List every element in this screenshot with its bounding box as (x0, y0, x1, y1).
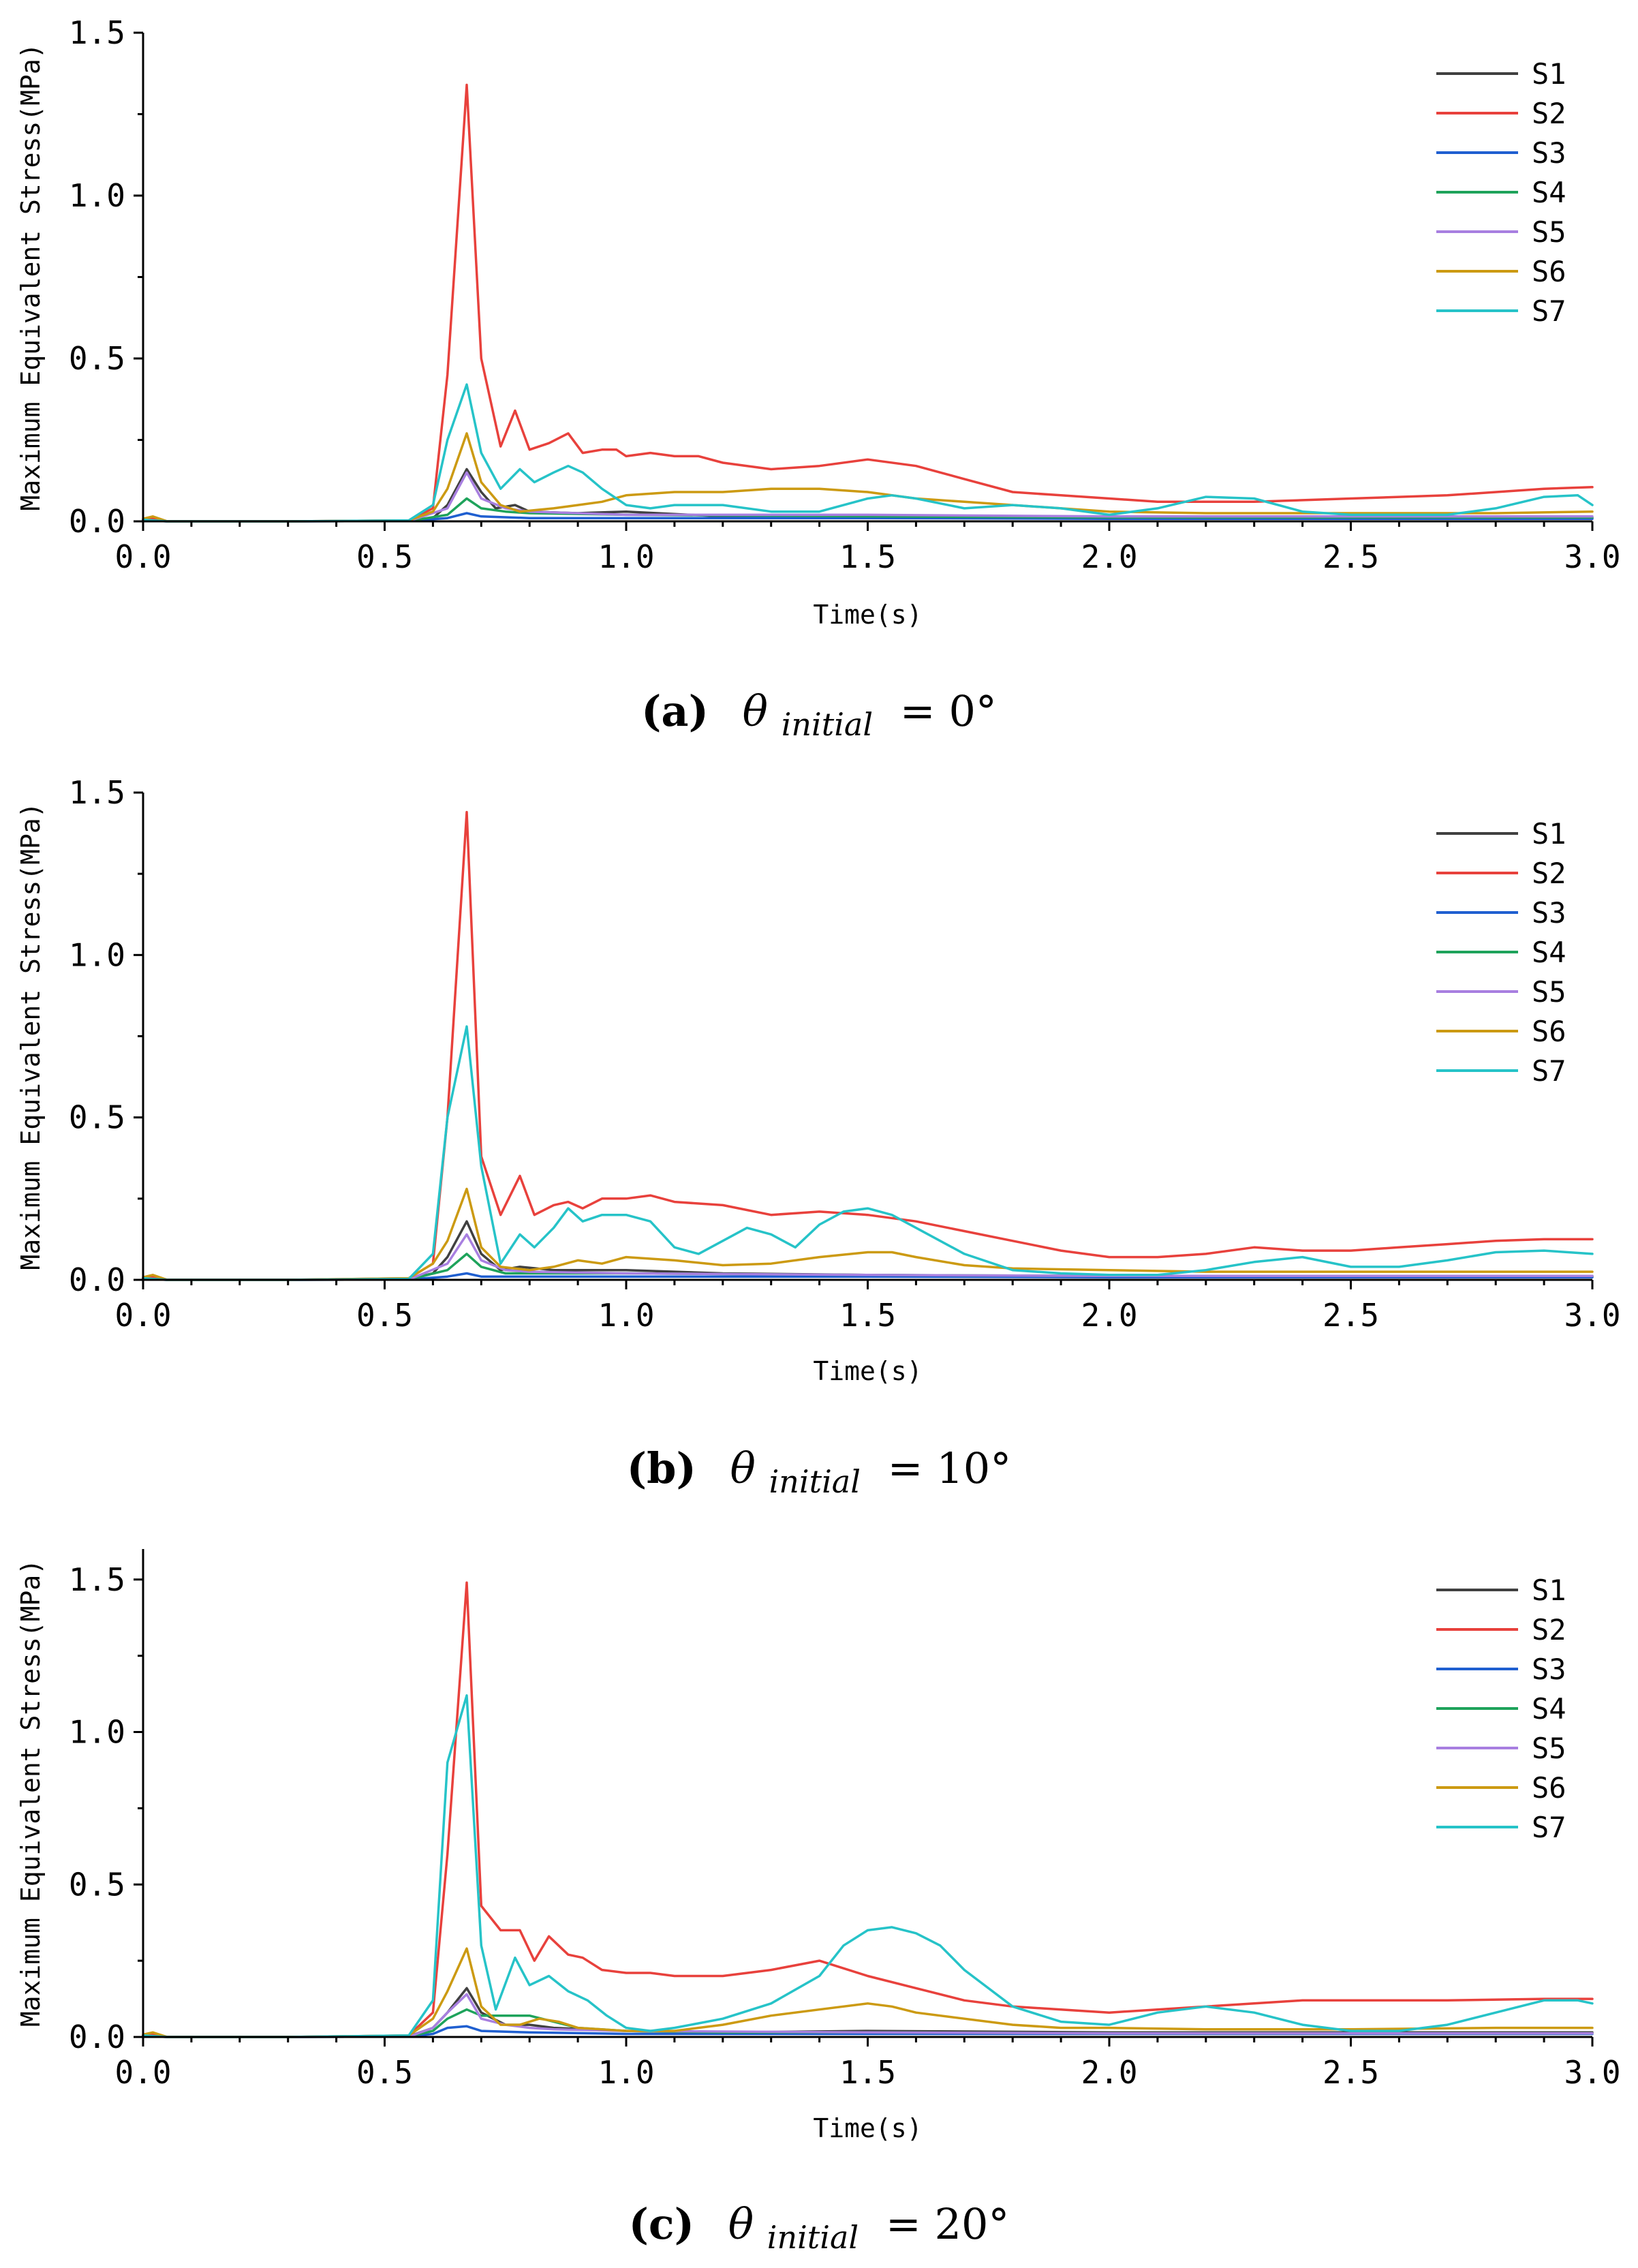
legend-label-s7: S7 (1532, 294, 1566, 328)
y-axis-title: Maximum Equivalent Stress(MPa) (16, 802, 46, 1270)
legend-label-s1: S1 (1532, 817, 1566, 850)
legend-label-s1: S1 (1532, 57, 1566, 91)
x-tick-label: 1.0 (598, 1297, 654, 1334)
y-tick-label: 0.5 (69, 1866, 125, 1903)
x-axis-title: Time(s) (813, 1356, 922, 1386)
caption-subscript: initial (767, 2219, 859, 2256)
x-tick-label: 3.0 (1564, 1297, 1620, 1334)
x-axis-title: Time(s) (813, 2113, 922, 2143)
legend-label-s7: S7 (1532, 1811, 1566, 1844)
series-line-s6 (142, 1947, 1594, 2038)
caption-theta: θ (730, 1443, 756, 1493)
plot-area-c: 0.0 0.5 1.0 1.5 2.0 2.5 3.0 0.0 0.5 1.0 1.5 Time(s)… (16, 1549, 1621, 2143)
legend-label-s2: S2 (1532, 857, 1566, 890)
caption-theta: θ (743, 686, 768, 736)
series-line-s7 (142, 1694, 1594, 2038)
series-line-s7 (142, 383, 1594, 523)
legend-label-s6: S6 (1532, 255, 1566, 288)
caption-b: (b) θ initial = 10° (627, 1443, 1011, 1503)
y-tick-label: 0.0 (69, 2019, 125, 2055)
series-line-s6 (142, 432, 1594, 523)
x-tick-label: 0.5 (356, 538, 413, 575)
caption-letter: (a) (641, 686, 709, 736)
caption-c: (c) θ initial = 20° (629, 2199, 1010, 2258)
y-tick-label: 0.5 (69, 1099, 125, 1136)
legend-label-s4: S4 (1532, 1692, 1566, 1726)
legend-label-s6: S6 (1532, 1771, 1566, 1805)
x-tick-label: 1.0 (598, 538, 654, 575)
chart-panel-a: 0.0 0.5 1.0 1.5 2.0 2.5 3.0 0.0 0.5 1.0 1.5 Time(s)… (16, 14, 1621, 746)
caption-value: = 0° (900, 686, 997, 736)
y-tick-label: 1.0 (69, 1714, 125, 1751)
caption-value: = 20° (886, 2199, 1010, 2249)
series-line-s7 (142, 1025, 1594, 1281)
legend-label-s6: S6 (1532, 1015, 1566, 1048)
legend-label-s2: S2 (1532, 1613, 1566, 1646)
legend-label-s5: S5 (1532, 215, 1566, 249)
x-tick-label: 2.5 (1323, 538, 1379, 575)
plot-area-a: 0.0 0.5 1.0 1.5 2.0 2.5 3.0 0.0 0.5 1.0 1.5 Time(s)… (16, 14, 1621, 630)
chart-panel-c: 0.0 0.5 1.0 1.5 2.0 2.5 3.0 0.0 0.5 1.0 1.5 Time(s)… (16, 1549, 1621, 2258)
legend-label-s4: S4 (1532, 176, 1566, 209)
x-tick-label: 0.5 (356, 2054, 413, 2091)
series-line-s2 (142, 83, 1594, 523)
x-tick-label: 0.0 (114, 2054, 171, 2091)
caption-letter: (b) (627, 1443, 696, 1493)
y-axis-title: Maximum Equivalent Stress(MPa) (16, 43, 46, 510)
legend-label-s7: S7 (1532, 1054, 1566, 1088)
svg-text:(b) θ initial: (b) θ initial = 10° (627, 1443, 1011, 1503)
x-tick-label: 1.5 (839, 1297, 896, 1334)
legend-label-s5: S5 (1532, 1732, 1566, 1765)
x-tick-label: 0.5 (356, 1297, 413, 1334)
y-axis-title: Maximum Equivalent Stress(MPa) (16, 1559, 46, 2027)
legend-label-s3: S3 (1532, 136, 1566, 170)
y-tick-label: 0.5 (69, 340, 125, 377)
x-tick-label: 2.0 (1081, 1297, 1137, 1334)
legend-label-s4: S4 (1532, 936, 1566, 969)
series-line-s2 (142, 810, 1594, 1281)
x-tick-label: 2.0 (1081, 538, 1137, 575)
x-tick-label: 1.5 (839, 538, 896, 575)
x-tick-label: 1.0 (598, 2054, 654, 2091)
y-tick-label: 1.5 (69, 14, 125, 51)
svg-text:(a) θ initial: (a) θ initial = 0° (641, 686, 997, 746)
caption-subscript: initial (782, 706, 873, 743)
legend-label-s2: S2 (1532, 97, 1566, 130)
legend-b: S1 S2 S3 S4 S5 S6 S7 (1436, 817, 1566, 1088)
legend-label-s5: S5 (1532, 975, 1566, 1009)
series-line-s5 (142, 1233, 1594, 1281)
plot-area-b: 0.0 0.5 1.0 1.5 2.0 2.5 3.0 0.0 0.5 1.0 1.5 Time(s)… (16, 774, 1621, 1386)
caption-value: = 10° (888, 1443, 1012, 1493)
x-tick-label: 2.5 (1323, 2054, 1379, 2091)
y-tick-label: 1.5 (69, 774, 125, 811)
series-line-s6 (142, 1187, 1594, 1281)
y-tick-label: 1.0 (69, 936, 125, 973)
x-tick-label: 0.0 (114, 1297, 171, 1334)
svg-text:(c) θ initial: (c) θ initial = 20° (629, 2199, 1010, 2258)
legend-label-s3: S3 (1532, 896, 1566, 930)
legend-a: S1 S2 S3 S4 S5 S6 S7 (1436, 57, 1566, 328)
caption-subscript: initial (769, 1463, 861, 1500)
y-tick-label: 1.0 (69, 177, 125, 214)
x-tick-label: 0.0 (114, 538, 171, 575)
x-tick-label: 2.0 (1081, 2054, 1137, 2091)
caption-theta: θ (728, 2199, 754, 2249)
y-tick-label: 0.0 (69, 503, 125, 540)
chart-panel-b: 0.0 0.5 1.0 1.5 2.0 2.5 3.0 0.0 0.5 1.0 1.5 Time(s)… (16, 774, 1621, 1503)
series-line-s2 (142, 1581, 1594, 2038)
caption-a: (a) θ initial = 0° (641, 686, 997, 746)
legend-c: S1 S2 S3 S4 S5 S6 S7 (1436, 1574, 1566, 1844)
caption-letter: (c) (629, 2199, 694, 2249)
x-tick-label: 2.5 (1323, 1297, 1379, 1334)
legend-label-s1: S1 (1532, 1574, 1566, 1607)
legend-label-s3: S3 (1532, 1653, 1566, 1686)
x-tick-label: 1.5 (839, 2054, 896, 2091)
y-tick-label: 0.0 (69, 1261, 125, 1298)
x-axis-title: Time(s) (813, 600, 922, 630)
x-tick-label: 3.0 (1564, 538, 1620, 575)
y-tick-label: 1.5 (69, 1561, 125, 1598)
x-tick-label: 3.0 (1564, 2054, 1620, 2091)
